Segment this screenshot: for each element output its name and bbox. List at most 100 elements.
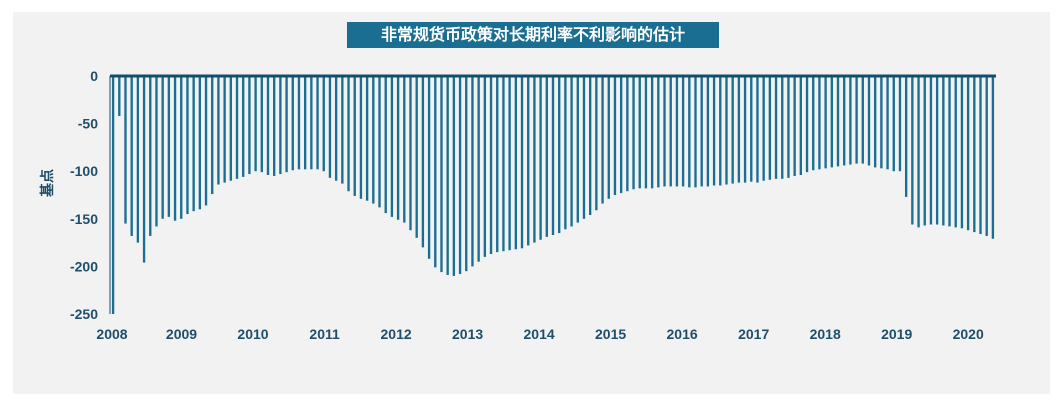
bar <box>235 76 239 179</box>
bar-series <box>111 76 995 314</box>
bar <box>669 76 672 187</box>
bar <box>396 76 400 220</box>
x-tick-label: 2014 <box>524 326 555 342</box>
bar <box>979 76 982 235</box>
x-tick-label: 2019 <box>881 326 912 342</box>
x-tick-label: 2020 <box>953 326 984 342</box>
bar <box>991 76 995 239</box>
bar <box>551 76 555 235</box>
bar <box>167 76 171 217</box>
bar <box>458 76 462 275</box>
bar <box>427 76 431 259</box>
bar <box>688 76 691 188</box>
bar <box>452 76 456 276</box>
bar <box>812 76 815 171</box>
bar <box>489 76 493 255</box>
bar <box>328 76 332 178</box>
bar <box>539 76 542 240</box>
bar <box>681 76 685 187</box>
bar <box>731 76 734 184</box>
bar <box>743 76 747 183</box>
bar <box>229 76 232 181</box>
bar <box>440 76 443 273</box>
bar <box>186 76 189 215</box>
bar <box>365 76 369 201</box>
bar <box>477 76 480 262</box>
bar <box>173 76 177 221</box>
bar <box>774 76 778 179</box>
bar <box>861 76 864 164</box>
bar <box>372 76 375 204</box>
bar <box>483 76 487 257</box>
bar <box>830 76 833 168</box>
bar <box>917 76 920 228</box>
bar <box>403 76 406 223</box>
bar <box>384 76 387 214</box>
bar <box>273 76 276 176</box>
bar <box>960 76 964 229</box>
x-tick-label: 2008 <box>96 326 127 342</box>
bar <box>260 76 263 173</box>
bar <box>297 76 301 170</box>
bar <box>867 76 871 166</box>
bar <box>601 76 604 204</box>
x-tick-labels: 2008 2009 2010 2011 2012 2013 2014 2015 2016 2017… <box>96 326 984 342</box>
bar <box>291 76 294 171</box>
bar <box>911 76 914 225</box>
bar <box>886 76 889 170</box>
bar <box>942 76 945 226</box>
bar <box>359 76 363 199</box>
bar <box>756 76 759 183</box>
bar <box>136 76 140 243</box>
bar <box>223 76 226 183</box>
bar <box>421 76 425 248</box>
bar <box>142 76 146 263</box>
bar <box>192 76 195 212</box>
bar <box>904 76 908 197</box>
bar <box>198 76 202 210</box>
bar <box>799 76 802 176</box>
bar <box>204 76 208 206</box>
y-axis-label-text: 基点 <box>39 169 56 197</box>
bar <box>409 76 412 231</box>
y-tick-labels: 0 -50 -100 -150 -200 -250 <box>70 68 98 322</box>
bar <box>966 76 970 231</box>
bar <box>285 76 288 173</box>
x-tick-label: 2009 <box>166 326 197 342</box>
y-tick-label: -150 <box>70 211 98 227</box>
x-tick-label: 2017 <box>738 326 769 342</box>
bar <box>496 76 499 253</box>
bar <box>446 76 449 275</box>
bar <box>725 76 728 185</box>
chart-title-box: 非常规货币政策对长期利率不利影响的估计 <box>347 22 719 48</box>
bar <box>130 76 133 236</box>
x-tick-label: 2012 <box>381 326 412 342</box>
bar <box>334 76 338 181</box>
bar <box>471 76 474 267</box>
y-tick-label: 0 <box>90 68 98 84</box>
bar <box>254 76 257 172</box>
bar <box>818 76 821 170</box>
bar <box>638 76 641 189</box>
bar <box>520 76 524 249</box>
y-tick-label: -50 <box>78 116 98 132</box>
bar <box>706 76 710 187</box>
bar <box>582 76 586 219</box>
bar <box>390 76 394 217</box>
bar <box>347 76 350 192</box>
bar <box>898 76 902 172</box>
bar <box>787 76 790 178</box>
bar <box>211 76 214 195</box>
bar <box>279 76 282 175</box>
bar <box>849 76 852 165</box>
bar <box>415 76 418 238</box>
bar <box>155 76 158 227</box>
bar <box>545 76 548 237</box>
bar <box>657 76 660 188</box>
bar <box>508 76 511 251</box>
bar <box>874 76 877 168</box>
chart-title: 非常规货币政策对长期利率不利影响的估计 <box>380 25 685 44</box>
y-axis-label: 基点 <box>39 169 56 197</box>
bar <box>558 76 561 234</box>
bar <box>595 76 598 211</box>
